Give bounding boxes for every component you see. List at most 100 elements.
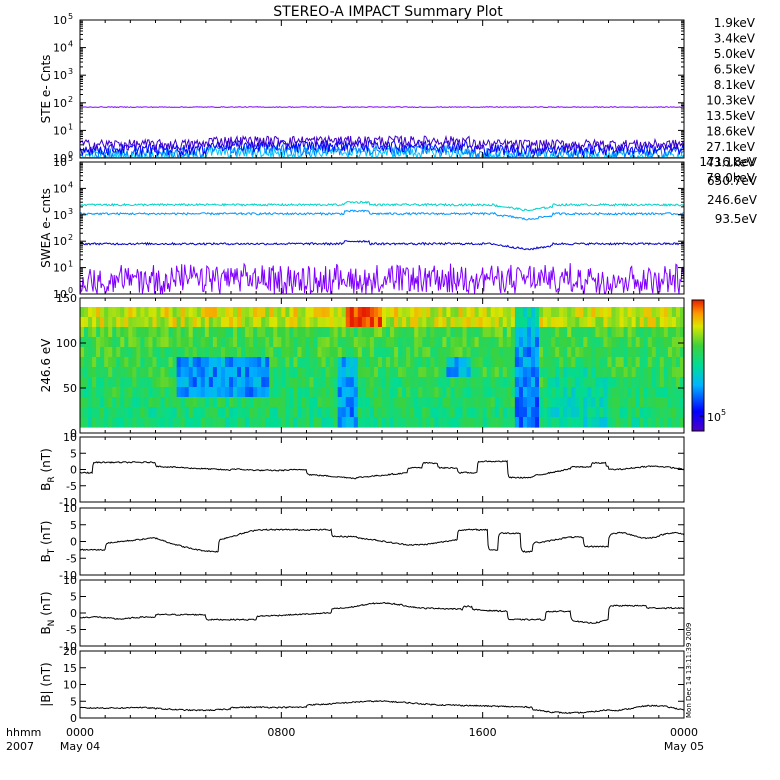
swea-ytick-exp: 3 [68,207,73,216]
br-ytick-label: 5 [70,447,77,460]
bn-ytick-label: 0 [70,607,77,620]
colorbar-label: 10 [707,411,721,424]
swea-ytick-label: 10 [53,235,67,248]
bn-ylabel: BN (nT) [39,591,57,634]
swea-series-line [80,262,684,294]
bt-ytick-label: 0 [70,536,77,549]
swea-series-line [80,239,684,251]
swea-ytick-exp: 4 [68,180,73,189]
swea-frame [79,161,685,295]
br-ytick-label: 0 [70,464,77,477]
swea-series-line [80,209,684,221]
bn-ytick-label: -10 [59,640,77,653]
ste-series-line [80,106,684,108]
panel-bn: -10 -5 0 5 10 BN (nT) [39,574,685,653]
x-tick-label: 1600 [469,726,497,739]
ste-legend-entry: 79.0keV [706,171,756,185]
side-timestamp: Mon Dec 14 13:11:39 2009 [685,623,693,718]
br-frame [79,436,685,503]
ste-ytick-label: 10 [53,69,67,82]
ste-ytick-label: 10 [53,42,67,55]
bt-ytick-label: 5 [70,519,77,532]
ste-legend-entry: 27.1keV [706,140,756,154]
bn-ytick-label: 10 [63,574,77,587]
x-axis-unit-label: hhmm [6,726,41,739]
swea-ylabel: SWEA e- cnts [39,188,53,268]
panel-bt: -10 -5 0 5 10 BT (nT) [39,502,685,582]
ste-frame [79,19,685,159]
swea-ytick-label: 10 [53,288,67,301]
swea-legend-entry: 1716.8eV [699,155,757,169]
x-date-label: May 04 [60,740,100,753]
bmag-ylabel: |B| (nT) [39,662,53,706]
bmag-frame [79,650,685,719]
heatmap-cells [80,307,685,428]
colorbar-label-exp: 5 [721,408,726,417]
bn-ytick-label: -5 [66,624,77,637]
bt-series-line [79,528,685,553]
ste-ytick-exp: 2 [68,95,73,104]
bmag-ytick-label: 20 [63,645,77,658]
swea-legend-entry: 650.7eV [707,174,758,188]
swea-ytick-label: 10 [53,156,67,169]
chart-title: STEREO-A IMPACT Summary Plot [273,4,503,20]
swea-ytick-label: 10 [53,182,67,195]
bmag-ytick-label: 10 [63,679,77,692]
ste-ytick-label: 10 [53,152,67,165]
bt-ylabel: BT (nT) [39,521,57,563]
bt-ytick-label: 10 [63,502,77,515]
ste-legend-entry: 6.5keV [714,63,756,77]
pitch-ytick-label: 100 [56,337,77,350]
ste-legend-entry: 13.5keV [706,109,756,123]
ste-series-line [80,139,684,158]
panel-bmag: 0 5 10 15 20 |B| (nT) [39,645,685,725]
pitch-ytick-label: 0 [70,427,77,440]
ste-ylabel: STE e- Cnts [39,55,53,124]
swea-ytick-label: 10 [53,209,67,222]
ste-legend-entry: 18.6keV [706,125,756,139]
bmag-ytick-label: 0 [70,712,77,725]
swea-legend-entry: 246.6eV [707,193,758,207]
ste-legend-entry: 1.9keV [714,16,756,30]
ste-legend-entry: 8.1keV [714,78,756,92]
ste-ytick-label: 10 [53,14,67,27]
bmag-ytick-label: 5 [70,695,77,708]
br-ytick-label: -10 [59,496,77,509]
bn-frame [79,579,685,647]
swea-ytick-label: 10 [53,262,67,275]
panel-pitch-angle: 0 50 100 150 246.6 eV 10 5 [39,292,726,440]
ste-legend-entry: 3.4keV [714,32,756,46]
ste-ytick-exp: 0 [68,150,73,159]
x-tick-label: 0000 [670,726,698,739]
pitch-ytick-label: 150 [56,292,77,305]
ste-ytick-exp: 5 [68,12,73,21]
swea-series-line [80,200,684,212]
bt-ytick-label: -5 [66,552,77,565]
bmag-series-line [79,700,685,715]
colorbar [691,299,705,432]
bmag-ytick-label: 15 [63,662,77,675]
br-ytick-label: 10 [63,431,77,444]
x-tick-label: 0800 [267,726,295,739]
pitch-ylabel: 246.6 eV [39,338,53,393]
ste-ytick-exp: 1 [68,122,73,131]
ste-ytick-label: 10 [53,124,67,137]
swea-ytick-exp: 0 [68,286,73,295]
swea-ytick-exp: 5 [68,154,73,163]
br-ylabel: BR (nT) [39,448,57,491]
ste-ytick-label: 10 [53,97,67,110]
ste-legend-entry: 43.1keV [706,156,756,170]
pitch-ytick-label: 50 [63,382,77,395]
swea-legend-entry: 93.5eV [715,212,758,226]
swea-ytick-exp: 1 [68,260,73,269]
ste-ytick-exp: 3 [68,67,73,76]
bn-series-line [79,601,685,625]
ste-legend-entry: 5.0keV [714,47,756,61]
x-axis-year-label: 2007 [6,740,34,753]
bn-ytick-label: 5 [70,591,77,604]
